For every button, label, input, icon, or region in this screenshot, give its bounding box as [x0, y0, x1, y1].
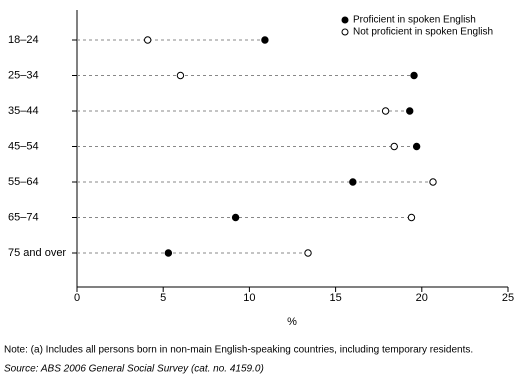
dot — [429, 178, 437, 186]
legend-label: Proficient in spoken English — [353, 15, 476, 26]
x-tick-label: 5 — [160, 292, 166, 304]
y-tick-label: 18–24 — [8, 34, 39, 46]
dot — [412, 142, 421, 151]
x-tick-label: 0 — [74, 292, 80, 304]
dot — [304, 249, 312, 257]
legend-marker — [341, 28, 349, 36]
dot — [164, 249, 173, 257]
y-tick-label: 45–54 — [8, 140, 39, 152]
dot — [381, 107, 390, 115]
dot — [176, 71, 185, 80]
dot — [143, 36, 152, 44]
x-tick-label: 10 — [243, 292, 255, 304]
x-tick-label: 15 — [329, 292, 341, 304]
legend-label: Not proficient in spoken English — [353, 27, 493, 38]
dot — [231, 213, 240, 222]
dot — [410, 71, 418, 80]
y-tick-label: 65–74 — [8, 211, 39, 223]
legend-marker — [341, 16, 349, 24]
dot — [390, 142, 398, 151]
y-tick-label: 55–64 — [8, 176, 39, 188]
dot — [261, 36, 269, 44]
dot — [406, 107, 414, 115]
dot — [349, 178, 357, 186]
dot — [407, 213, 416, 222]
y-tick-label: 25–34 — [8, 69, 39, 81]
note: Note: (a) Includes all persons born in n… — [4, 345, 473, 356]
source: Source: ABS 2006 General Social Survey (… — [4, 364, 264, 375]
y-tick-label: 35–44 — [8, 105, 39, 117]
x-tick-label: 20 — [416, 292, 428, 304]
y-tick-label: 75 and over — [8, 247, 66, 259]
x-tick-label: 25 — [502, 292, 514, 304]
x-axis-label: % — [287, 316, 297, 328]
